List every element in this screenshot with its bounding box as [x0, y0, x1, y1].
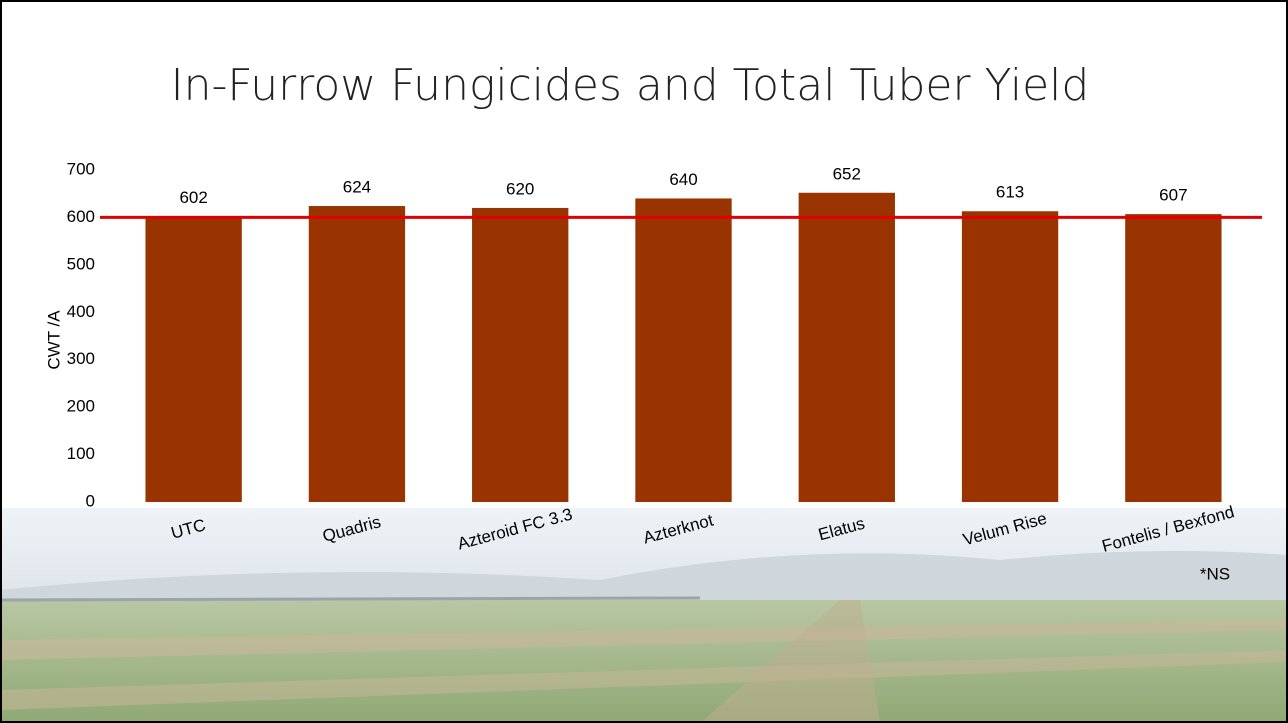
bar	[1125, 214, 1222, 502]
bar	[308, 206, 406, 502]
bar	[961, 211, 1059, 502]
y-tick-label: 700	[67, 159, 95, 178]
y-tick-label: 600	[67, 207, 95, 226]
y-tick-label: 500	[67, 254, 95, 273]
value-label: 620	[506, 179, 534, 198]
photo-background	[0, 508, 1288, 723]
chart-title: In-Furrow Fungicides and Total Tuber Yie…	[171, 60, 1090, 111]
y-tick-label: 100	[67, 444, 95, 463]
value-label: 640	[669, 170, 697, 189]
bar	[635, 198, 732, 502]
bar	[798, 192, 895, 502]
annotation: *NS	[1200, 564, 1230, 583]
y-tick-label: 0	[86, 491, 95, 510]
value-label: 607	[1159, 186, 1187, 205]
value-label: 602	[179, 188, 207, 207]
y-axis-label: CWT /A	[44, 310, 63, 370]
value-label: 624	[343, 178, 371, 197]
y-tick-label: 300	[67, 349, 95, 368]
value-label: 613	[996, 183, 1024, 202]
bar	[472, 207, 569, 502]
y-tick-label: 400	[67, 302, 95, 321]
value-label: 652	[833, 164, 861, 183]
bar	[145, 216, 242, 503]
y-tick-label: 200	[67, 397, 95, 416]
